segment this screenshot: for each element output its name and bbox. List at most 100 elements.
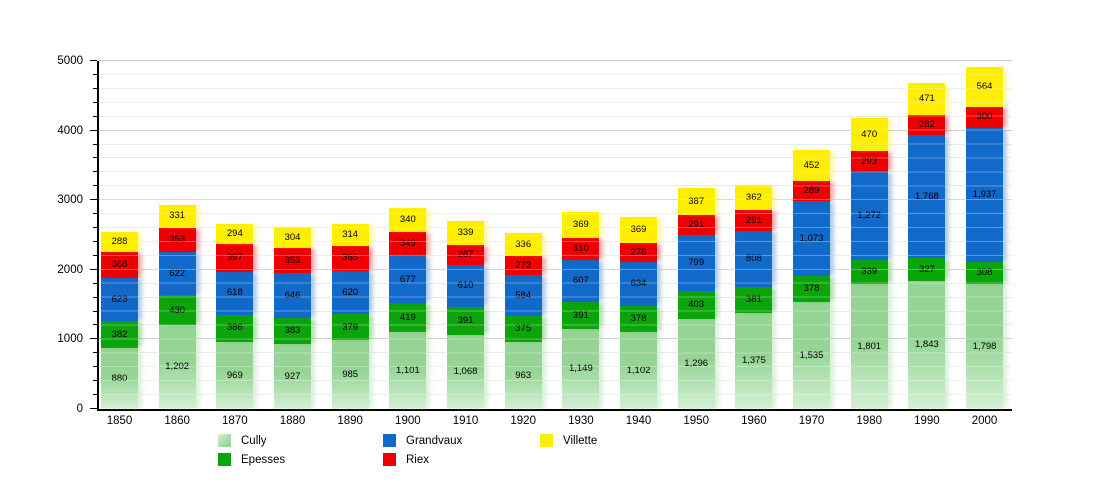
bar-segment: 300 (966, 106, 1004, 128)
bar-segment: 397 (216, 244, 254, 272)
bar-segment: 339 (447, 221, 485, 246)
bar-value-label: 1,937 (972, 189, 997, 201)
x-axis-label: 1960 (741, 415, 767, 427)
bar-segment: 607 (562, 259, 600, 302)
bar-segment: 375 (504, 315, 542, 342)
bar-value-label: 327 (918, 263, 935, 275)
bar-segment: 808 (735, 230, 773, 287)
bar-value-label: 382 (111, 328, 128, 340)
y-axis-tick (93, 296, 97, 298)
gridline (99, 324, 1012, 326)
y-axis-tick (93, 352, 97, 354)
x-axis-label: 1850 (106, 415, 133, 427)
y-axis-tick (93, 380, 97, 382)
bar-value-label: 963 (515, 369, 532, 381)
bar-segment: 1,101 (389, 332, 427, 409)
bar-value-label: 1,202 (165, 361, 190, 373)
y-axis-tick (90, 199, 97, 201)
bar-segment: 369 (620, 216, 658, 243)
bar-segment: 291 (677, 214, 715, 236)
bar-value-label: 375 (515, 323, 532, 335)
bar-value-label: 1,296 (684, 358, 709, 370)
bar-segment: 610 (447, 265, 485, 308)
bar-segment: 353 (274, 248, 311, 273)
bar-segment: 646 (274, 272, 311, 318)
bar-segment: 294 (216, 223, 254, 245)
bar-value-label: 397 (226, 252, 243, 264)
bar-value-label: 331 (169, 210, 186, 222)
gridline (99, 227, 1012, 229)
y-axis-label: 0 (76, 403, 83, 415)
bar-value-label: 1,102 (626, 364, 651, 376)
bar-segment: 452 (793, 149, 831, 182)
bar-segment: 378 (793, 275, 831, 303)
y-axis-tick (90, 408, 97, 409)
x-axis-label: 1980 (856, 415, 882, 427)
bar-value-label: 1,149 (568, 363, 593, 375)
bar-value-label: 584 (515, 289, 532, 301)
bar-value-label: 1,535 (799, 349, 824, 361)
bar-segment: 1,768 (908, 134, 946, 258)
x-axis-label: 2000 (971, 415, 998, 427)
y-axis-label: 2000 (57, 263, 83, 276)
bar-value-label: 391 (572, 309, 589, 321)
bar-segment: 799 (677, 235, 715, 291)
bar-value-label: 470 (861, 129, 878, 141)
y-axis-tick (93, 227, 97, 229)
bar-value-label: 391 (457, 315, 474, 327)
legend-label: Riex (406, 453, 430, 466)
bar-segment: 293 (850, 151, 888, 172)
bar-segment: 276 (620, 242, 658, 262)
bar-value-label: 610 (457, 280, 474, 292)
gridline (99, 338, 1012, 340)
legend-label: Epesses (241, 453, 286, 466)
gridline (99, 185, 1012, 187)
gridline (99, 129, 1012, 131)
bar-value-label: 368 (111, 259, 128, 271)
bar-segment: 282 (908, 115, 946, 135)
bar-value-label: 985 (342, 368, 359, 380)
gridline (99, 366, 1012, 368)
y-axis-tick (93, 87, 97, 89)
gridline (99, 254, 1012, 256)
bar-value-label: 1,843 (914, 339, 939, 351)
gridline (99, 199, 1012, 201)
bar-segment: 378 (620, 306, 658, 333)
bar-segment: 382 (101, 321, 138, 348)
y-axis-tick (93, 324, 97, 326)
legend-swatch (540, 434, 553, 447)
legend-item: Grandvaux (383, 431, 462, 450)
bar-segment: 880 (101, 347, 138, 409)
y-axis-tick (90, 268, 97, 270)
bar-segment: 623 (101, 277, 138, 322)
bar-value-label: 564 (976, 81, 993, 93)
bar-segment: 927 (274, 344, 311, 409)
x-axis-label: 1950 (683, 415, 709, 427)
bar-segment: 677 (389, 256, 427, 304)
bar-value-label: 288 (111, 236, 128, 248)
bar-stack: 969 386 618 397 294 (216, 223, 254, 409)
legend-swatch (218, 453, 231, 466)
legend-column: Villette (540, 431, 597, 450)
bar-value-label: 336 (515, 238, 532, 250)
legend-swatch (383, 453, 396, 466)
bar-value-label: 623 (111, 293, 128, 305)
bar-stack: 985 379 620 365 314 (331, 223, 369, 409)
y-axis-tick (93, 157, 97, 159)
legend-item: Villette (540, 431, 597, 450)
bar-stack: 1,101 419 677 349 340 (389, 208, 427, 409)
legend-column: Cully Epesses (218, 431, 285, 469)
bar-segment: 327 (908, 257, 946, 281)
legend-swatch (218, 434, 231, 447)
bar-value-label: 969 (226, 369, 243, 381)
bar-value-label: 289 (803, 185, 820, 197)
bar-value-label: 927 (284, 370, 301, 382)
bar-segment: 403 (677, 290, 715, 319)
bar-segment: 362 (735, 185, 773, 211)
y-axis-label: 4000 (57, 124, 83, 137)
gridline (99, 240, 1012, 242)
bar-value-label: 293 (861, 155, 878, 167)
bar-value-label: 369 (572, 219, 589, 231)
x-axis-label: 1900 (395, 415, 421, 427)
bar-segment: 289 (793, 181, 831, 202)
